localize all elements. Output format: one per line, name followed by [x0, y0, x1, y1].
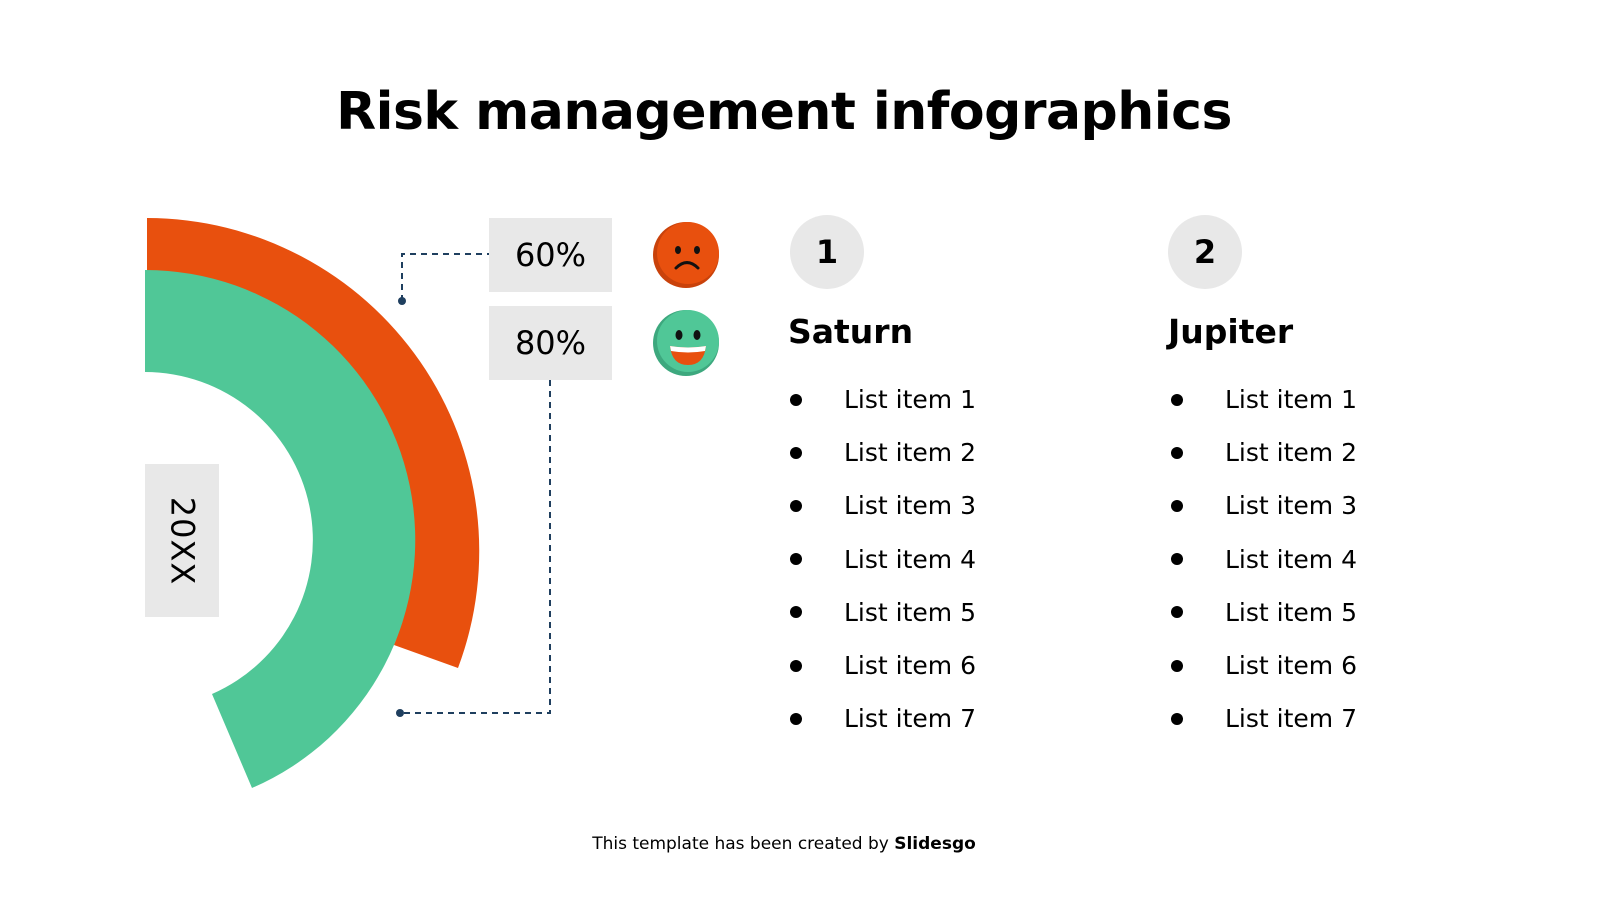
bullet-icon: [790, 659, 802, 672]
step-number-badge: 2: [1168, 215, 1242, 289]
list-item: List item 5: [788, 586, 976, 639]
list-item: List item 4: [788, 533, 976, 586]
list-item: List item 1: [788, 373, 976, 426]
percentage-value: 80%: [514, 324, 587, 362]
sad-face-icon: [653, 222, 719, 288]
list-item: List item 4: [1169, 533, 1357, 586]
bullet-icon: [1171, 553, 1183, 566]
bullet-icon: [1171, 499, 1183, 512]
bullet-icon: [790, 393, 802, 406]
percentage-box-60: 60%: [489, 218, 612, 292]
orange-arc-60: [147, 218, 480, 668]
list-item: List item 3: [788, 479, 976, 532]
column-title: Jupiter: [1168, 312, 1294, 351]
bullet-list: List item 1 List item 2 List item 3 List…: [1169, 373, 1357, 745]
bullet-icon: [790, 712, 802, 725]
year-label: 20XX: [163, 496, 201, 585]
connector-60: [401, 253, 489, 301]
green-arc-80: [145, 269, 416, 789]
brand-link[interactable]: Slidesgo: [894, 834, 976, 854]
year-label-box: 20XX: [145, 464, 219, 617]
bullet-icon: [790, 499, 802, 512]
list-item: List item 6: [788, 639, 976, 692]
happy-face-icon: [653, 310, 719, 376]
connector-80: [400, 380, 551, 714]
list-item: List item 7: [1169, 692, 1357, 745]
bullet-icon: [1171, 659, 1183, 672]
bullet-icon: [1171, 606, 1183, 619]
footer-credit: This template has been created by Slides…: [592, 834, 976, 854]
bullet-icon: [1171, 393, 1183, 406]
page-title: Risk management infographics: [336, 82, 1232, 142]
step-number-badge: 1: [790, 215, 864, 289]
list-item: List item 3: [1169, 479, 1357, 532]
column-title: Saturn: [788, 312, 914, 351]
list-item: List item 7: [788, 692, 976, 745]
list-item: List item 2: [788, 426, 976, 479]
bullet-icon: [790, 553, 802, 566]
step-number: 2: [1193, 233, 1217, 271]
bullet-icon: [790, 446, 802, 459]
bullet-list: List item 1 List item 2 List item 3 List…: [788, 373, 976, 745]
list-item: List item 6: [1169, 639, 1357, 692]
bullet-icon: [1171, 712, 1183, 725]
step-number: 1: [815, 233, 839, 271]
bullet-icon: [1171, 446, 1183, 459]
list-item: List item 1: [1169, 373, 1357, 426]
list-item: List item 2: [1169, 426, 1357, 479]
percentage-box-80: 80%: [489, 306, 612, 380]
bullet-icon: [790, 606, 802, 619]
percentage-value: 60%: [514, 236, 587, 274]
list-item: List item 5: [1169, 586, 1357, 639]
